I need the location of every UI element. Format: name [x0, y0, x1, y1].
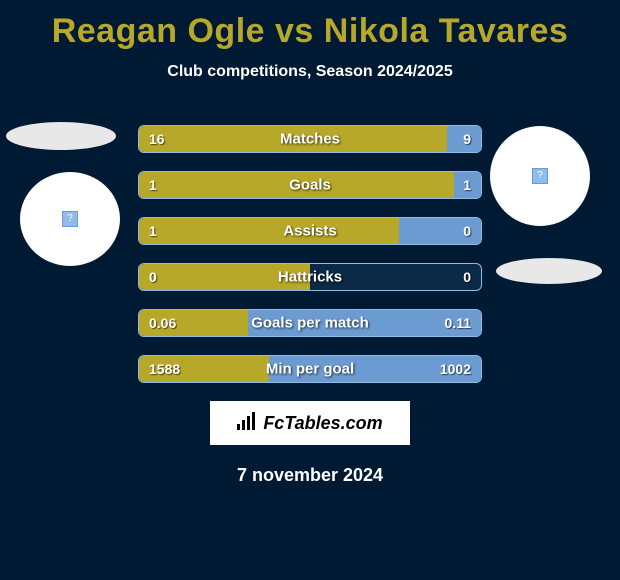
stat-row: 1 Assists 0 [138, 217, 482, 245]
stat-right-value: 9 [463, 131, 471, 147]
footer-date: 7 november 2024 [0, 465, 620, 486]
chart-icon [237, 412, 257, 435]
stat-row: 1588 Min per goal 1002 [138, 355, 482, 383]
stat-right-value: 0.11 [445, 315, 471, 331]
placeholder-icon: ? [62, 211, 78, 227]
stat-row: 16 Matches 9 [138, 125, 482, 153]
bar-left-fill [139, 218, 399, 244]
stat-label: Min per goal [266, 361, 354, 378]
placeholder-icon: ? [532, 168, 548, 184]
stat-right-value: 1 [463, 177, 471, 193]
stat-row: 1 Goals 1 [138, 171, 482, 199]
stat-label: Hattricks [278, 269, 342, 286]
player-avatar-left: ? [20, 172, 120, 266]
decor-ellipse-bottom-right [496, 258, 602, 284]
stat-left-value: 0 [149, 269, 157, 285]
stat-left-value: 0.06 [149, 315, 176, 331]
decor-ellipse-top-left [6, 122, 116, 150]
stat-left-value: 1 [149, 177, 157, 193]
stat-left-value: 16 [149, 131, 165, 147]
stat-label: Goals [289, 177, 331, 194]
stat-right-value: 0 [463, 223, 471, 239]
stat-row: 0.06 Goals per match 0.11 [138, 309, 482, 337]
branding-badge: FcTables.com [210, 401, 410, 445]
stat-right-value: 1002 [440, 361, 471, 377]
stat-label: Assists [283, 223, 336, 240]
page-title: Reagan Ogle vs Nikola Tavares [0, 0, 620, 51]
stat-left-value: 1588 [149, 361, 180, 377]
subtitle: Club competitions, Season 2024/2025 [0, 63, 620, 81]
branding-text: FcTables.com [263, 413, 382, 434]
comparison-bars: 16 Matches 9 1 Goals 1 1 Assists 0 0 Hattricks 0 0.0… [138, 125, 482, 383]
player-avatar-right: ? [490, 126, 590, 226]
stat-left-value: 1 [149, 223, 157, 239]
stat-row: 0 Hattricks 0 [138, 263, 482, 291]
stat-label: Matches [280, 131, 340, 148]
stat-label: Goals per match [251, 315, 369, 332]
stat-right-value: 0 [463, 269, 471, 285]
